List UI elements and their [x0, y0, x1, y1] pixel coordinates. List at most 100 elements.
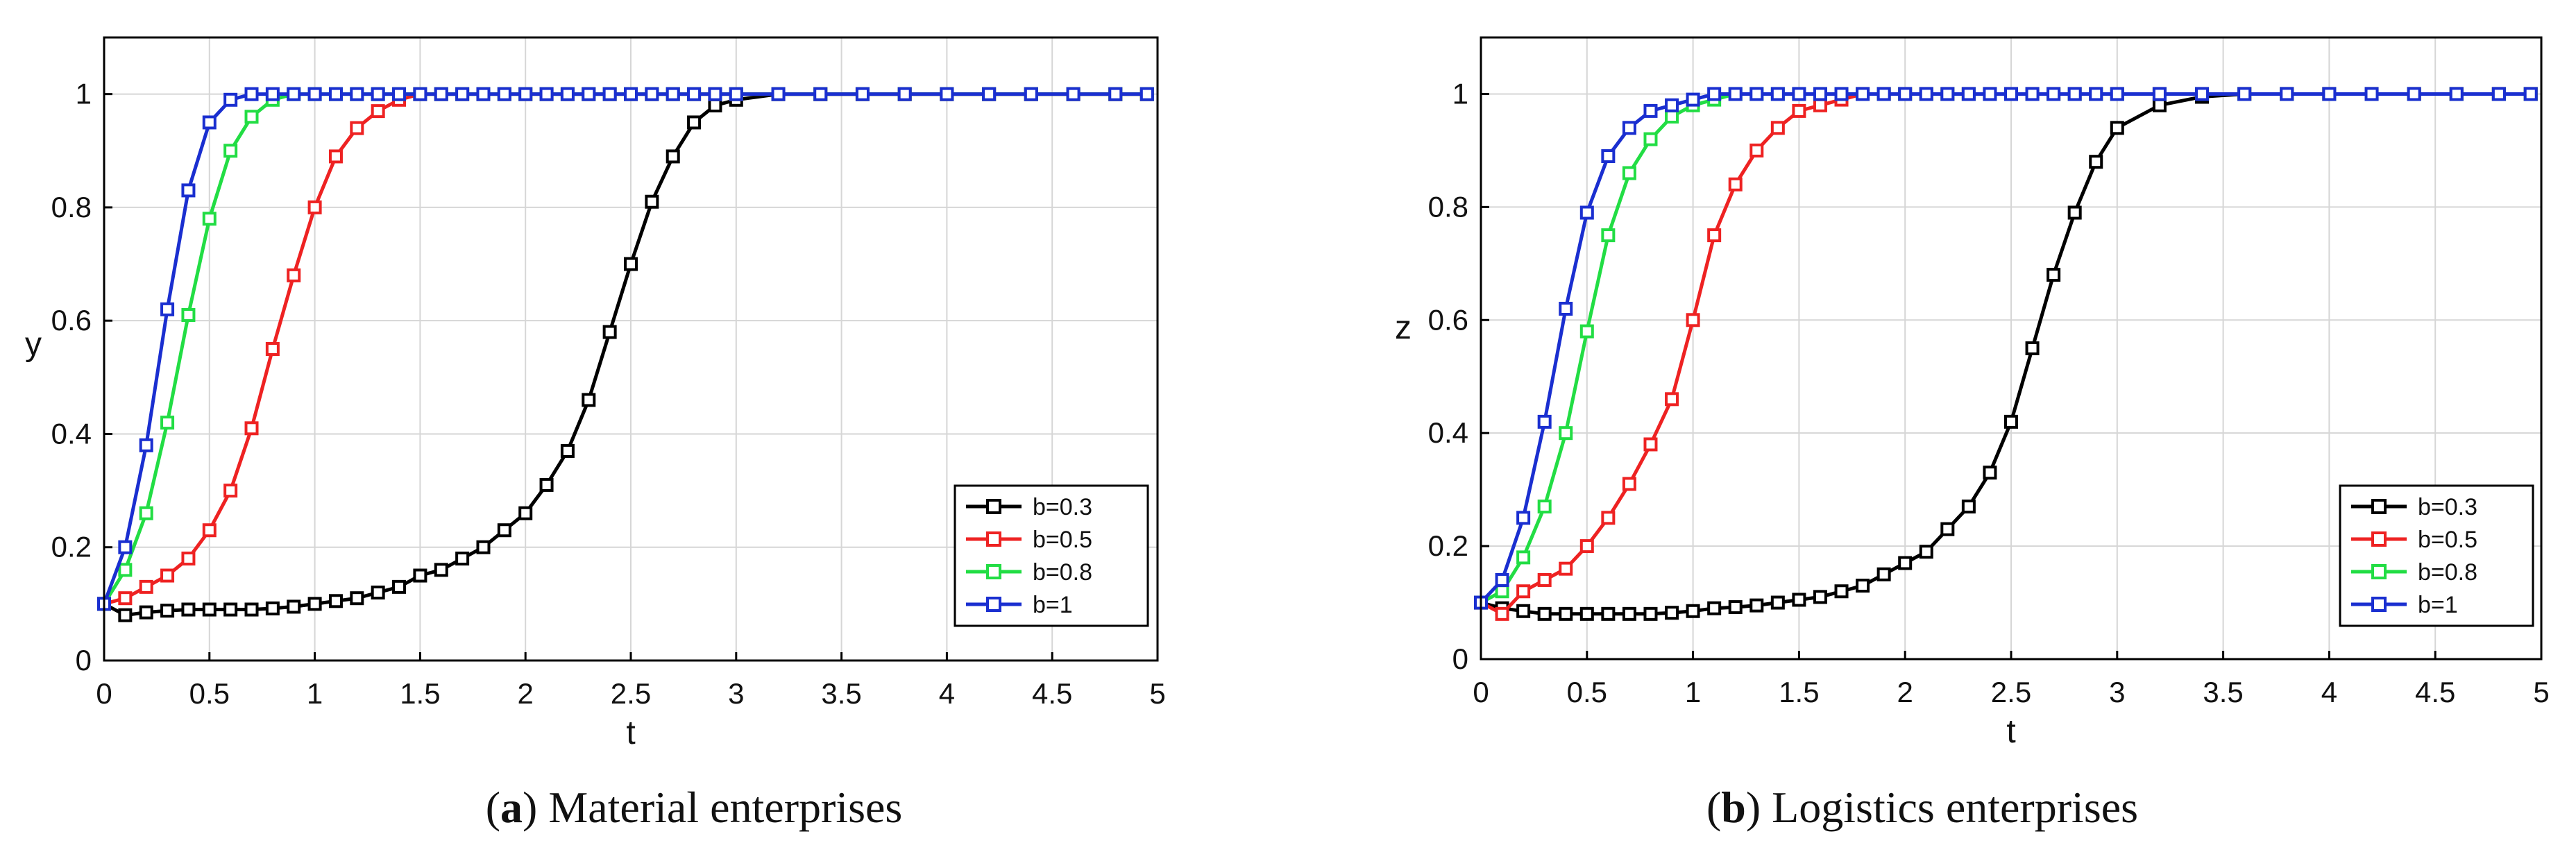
data-point	[2195, 87, 2210, 101]
x-tick-label: 3	[728, 677, 744, 710]
caption-a-open: (	[486, 783, 500, 832]
caption-a-letter: a	[500, 783, 523, 832]
data-point	[265, 87, 280, 101]
data-point	[118, 540, 133, 554]
data-point	[287, 599, 301, 614]
data-point	[2025, 341, 2040, 355]
data-point	[1579, 606, 1594, 621]
data-point	[1643, 606, 1658, 621]
data-point	[1749, 87, 1764, 101]
x-tick-label: 1.5	[400, 677, 440, 710]
data-point	[328, 87, 343, 101]
data-point	[1919, 87, 1933, 101]
data-point	[1622, 606, 1636, 621]
y-tick-label: 0.8	[51, 191, 92, 223]
data-point	[666, 149, 680, 164]
data-point	[1728, 87, 1743, 101]
data-point	[1665, 98, 1679, 112]
data-point	[2004, 414, 2018, 429]
data-point	[1601, 606, 1616, 621]
data-point	[328, 594, 343, 608]
data-point	[1792, 87, 1806, 101]
data-point	[223, 602, 238, 617]
data-point	[1516, 550, 1531, 565]
data-point	[645, 194, 659, 209]
data-point	[1728, 600, 1743, 615]
data-point	[287, 268, 301, 282]
y-tick-label: 0.4	[1428, 416, 1468, 449]
data-point	[582, 87, 596, 101]
data-point	[1579, 205, 1594, 220]
y-tick-label: 0.2	[51, 531, 92, 563]
caption-b-letter: b	[1721, 783, 1746, 832]
data-point	[1919, 545, 1933, 559]
data-point	[582, 393, 596, 407]
data-point	[1940, 522, 1955, 536]
data-point	[181, 308, 196, 323]
x-tick-label: 5	[2533, 676, 2549, 708]
data-point	[897, 87, 912, 101]
x-tick-label: 3.5	[2203, 676, 2243, 708]
caption-a-close: )	[523, 783, 537, 832]
legend-label: b=0.5	[2418, 527, 2477, 553]
data-point	[1770, 121, 1785, 135]
data-point	[1876, 567, 1891, 581]
data-point	[1643, 103, 1658, 118]
data-point	[1834, 584, 1849, 599]
caption-a: (a) Material enterprises	[486, 783, 903, 832]
x-axis-label: t	[626, 715, 635, 751]
x-tick-label: 1	[1685, 676, 1701, 708]
data-point	[1834, 87, 1849, 101]
x-tick-label: 4	[2321, 676, 2337, 708]
legend-marker	[2371, 531, 2387, 547]
data-point	[645, 87, 659, 101]
data-point	[202, 602, 217, 617]
data-point	[1537, 606, 1552, 621]
x-tick-label: 5	[1149, 677, 1165, 710]
data-point	[2523, 87, 2538, 101]
x-tick-label: 0.5	[189, 677, 230, 710]
legend-label: b=1	[1033, 592, 1073, 618]
y-axis-label: y	[25, 326, 42, 363]
data-point	[1601, 511, 1616, 525]
data-point	[1813, 87, 1827, 101]
data-point	[223, 92, 238, 107]
data-point	[539, 87, 554, 101]
data-point	[666, 87, 680, 101]
data-point	[1601, 149, 1616, 164]
data-point	[202, 212, 217, 226]
data-point	[350, 591, 364, 606]
legend-label: b=0.3	[2418, 494, 2477, 520]
data-point	[307, 87, 322, 101]
data-point	[244, 110, 259, 124]
data-point	[1537, 500, 1552, 514]
data-point	[1686, 313, 1700, 327]
x-tick-label: 0	[96, 677, 112, 710]
data-point	[2089, 87, 2103, 101]
legend-label: b=1	[2418, 592, 2458, 618]
data-point	[223, 144, 238, 158]
data-point	[560, 443, 575, 458]
x-tick-label: 3.5	[821, 677, 861, 710]
data-point	[139, 605, 153, 620]
x-tick-label: 2	[1897, 676, 1913, 708]
data-point	[307, 200, 322, 214]
data-point	[855, 87, 870, 101]
data-point	[1961, 500, 1976, 514]
data-point	[118, 563, 133, 577]
data-point	[139, 506, 153, 520]
data-point	[1792, 103, 1806, 118]
data-point	[1728, 177, 1743, 191]
data-point	[1876, 87, 1891, 101]
data-point	[202, 115, 217, 130]
data-point	[160, 302, 175, 316]
data-point	[2491, 87, 2506, 101]
data-point	[539, 477, 554, 492]
data-point	[1537, 572, 1552, 587]
y-tick-label: 0	[1452, 642, 1468, 675]
data-point	[413, 568, 427, 583]
data-point	[2237, 87, 2252, 101]
data-point	[350, 87, 364, 101]
x-tick-label: 4	[939, 677, 955, 710]
